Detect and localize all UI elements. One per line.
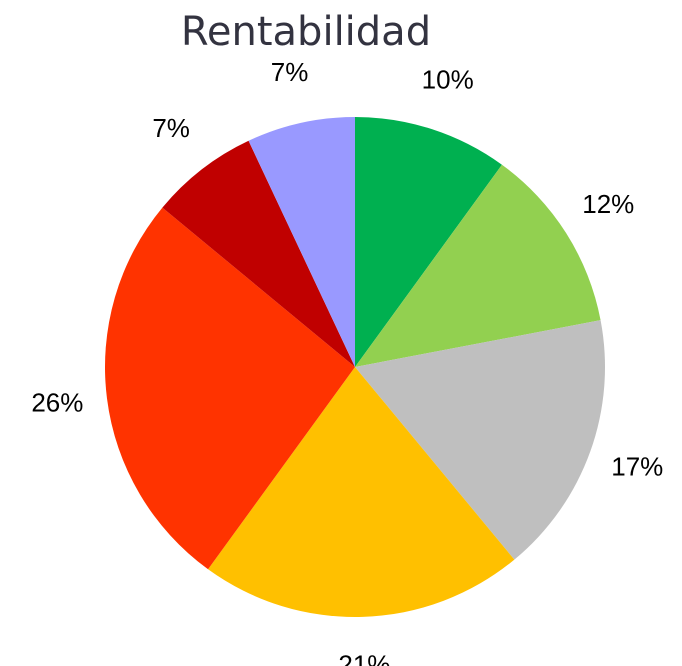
pie-slice xyxy=(248,117,355,367)
pie-slice xyxy=(355,164,601,367)
pie-slice xyxy=(208,367,515,618)
data-label: 26% xyxy=(31,387,83,417)
pie-slice xyxy=(355,320,606,560)
chart-title: Rentabilidad xyxy=(181,9,431,55)
data-label: 21% xyxy=(338,650,390,666)
data-label: 7% xyxy=(152,113,190,143)
pie-slice xyxy=(104,207,355,570)
data-label: 7% xyxy=(271,57,309,87)
data-label: 17% xyxy=(611,451,663,481)
pie-slice xyxy=(355,117,502,367)
data-label: 10% xyxy=(422,65,474,95)
pie-slice xyxy=(162,140,355,367)
data-label: 12% xyxy=(582,189,634,219)
